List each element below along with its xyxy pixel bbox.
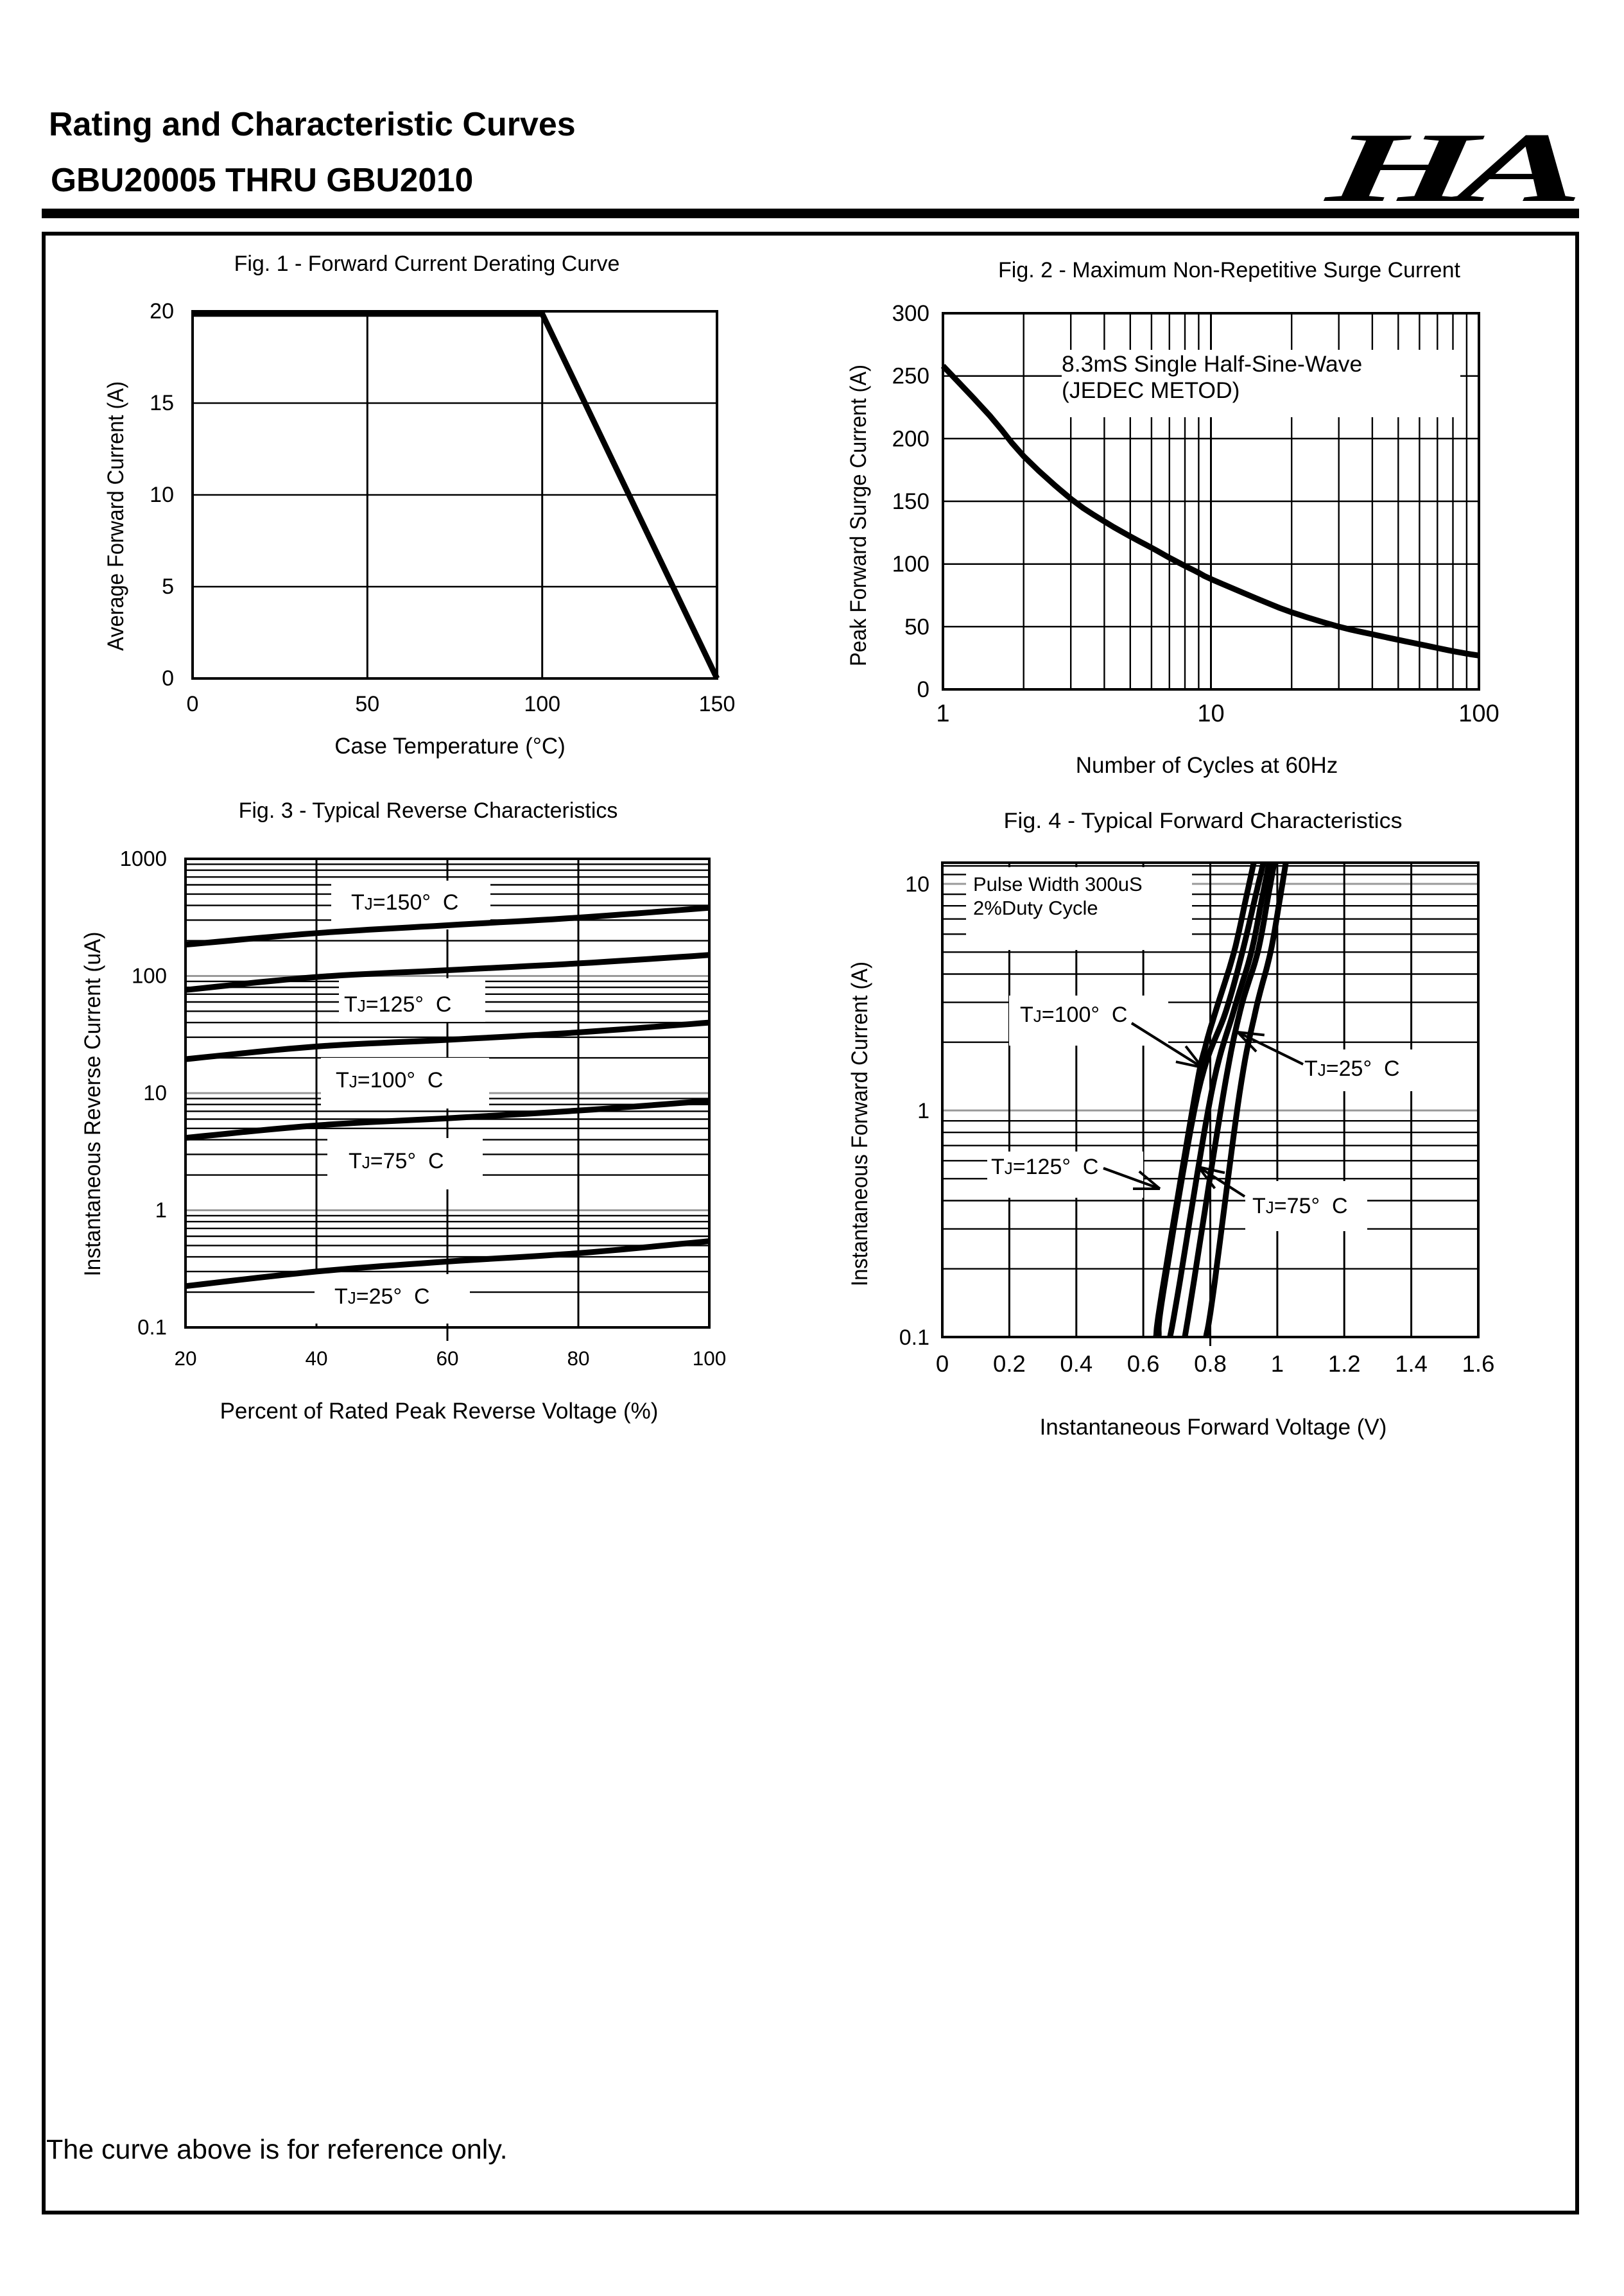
svg-text:Number of Cycles at 60Hz: Number of Cycles at 60Hz [1076, 753, 1338, 778]
svg-text:250: 250 [892, 364, 929, 389]
svg-text:100: 100 [693, 1347, 727, 1370]
svg-text:0.8: 0.8 [1194, 1351, 1227, 1377]
svg-text:80: 80 [567, 1347, 589, 1370]
svg-text:200: 200 [892, 426, 929, 451]
svg-text:0: 0 [936, 1351, 949, 1377]
svg-text:GBU20005 THRU GBU2010: GBU20005 THRU GBU2010 [51, 161, 473, 198]
svg-text:TJ=25° C: TJ=25° C [1304, 1057, 1400, 1081]
svg-text:Fig. 4 - Typical Forward Chara: Fig. 4 - Typical Forward Characteristics [1004, 809, 1403, 833]
svg-text:TJ=125° C: TJ=125° C [344, 992, 451, 1017]
svg-text:Fig. 1 - Forward Current Derat: Fig. 1 - Forward Current Derating Curve [234, 252, 620, 276]
svg-text:60: 60 [436, 1347, 458, 1370]
svg-text:HA: HA [1320, 112, 1585, 223]
svg-text:20: 20 [150, 299, 174, 324]
svg-text:100: 100 [892, 552, 929, 577]
svg-text:TJ=100° C: TJ=100° C [336, 1068, 443, 1092]
svg-text:15: 15 [150, 391, 174, 415]
svg-text:50: 50 [904, 614, 929, 639]
svg-text:1: 1 [936, 700, 949, 727]
svg-text:TJ=75° C: TJ=75° C [349, 1149, 444, 1173]
svg-text:50: 50 [355, 692, 379, 716]
svg-text:100: 100 [1458, 700, 1499, 727]
svg-text:0.4: 0.4 [1060, 1351, 1093, 1377]
svg-text:1000: 1000 [120, 847, 167, 870]
svg-text:(JEDEC METOD): (JEDEC METOD) [1062, 377, 1240, 403]
svg-text:1.4: 1.4 [1395, 1351, 1428, 1377]
svg-text:300: 300 [892, 301, 929, 326]
svg-text:TJ=25° C: TJ=25° C [334, 1284, 430, 1309]
svg-text:0: 0 [917, 677, 929, 702]
svg-text:TJ=100° C: TJ=100° C [1020, 1003, 1127, 1027]
svg-text:20: 20 [174, 1347, 196, 1370]
svg-text:Peak Forward Surge Current (A): Peak Forward Surge Current (A) [846, 365, 871, 666]
svg-text:0.6: 0.6 [1127, 1351, 1160, 1377]
svg-text:Instantaneous Forward Current: Instantaneous Forward Current (A) [847, 962, 872, 1286]
svg-text:10: 10 [150, 483, 174, 507]
svg-text:100: 100 [524, 692, 560, 716]
svg-text:8.3mS Single Half-Sine-Wave: 8.3mS Single Half-Sine-Wave [1062, 351, 1362, 377]
svg-text:1: 1 [917, 1099, 929, 1123]
svg-text:Instantaneous Reverse Current: Instantaneous Reverse Current (uA) [80, 932, 105, 1277]
svg-text:Percent of Rated Peak Reverse: Percent of Rated Peak Reverse Voltage (%… [220, 1399, 659, 1424]
svg-text:TJ=125° C: TJ=125° C [991, 1155, 1098, 1179]
svg-text:Fig. 2 - Maximum Non-Repetitiv: Fig. 2 - Maximum Non-Repetitive Surge Cu… [998, 258, 1460, 282]
svg-text:Rating and Characteristic Curv: Rating and Characteristic Curves [49, 106, 576, 143]
svg-text:Fig. 3 - Typical Reverse Chara: Fig. 3 - Typical Reverse Characteristics [239, 798, 618, 823]
svg-text:0: 0 [187, 692, 199, 716]
svg-text:0.2: 0.2 [993, 1351, 1026, 1377]
svg-text:Pulse Width 300uS: Pulse Width 300uS [973, 873, 1143, 895]
svg-text:Average Forward Current (A): Average Forward Current (A) [103, 381, 128, 651]
svg-text:2%Duty Cycle: 2%Duty Cycle [973, 897, 1098, 919]
svg-text:0.1: 0.1 [899, 1325, 929, 1350]
svg-text:100: 100 [132, 964, 167, 988]
svg-text:1.2: 1.2 [1328, 1351, 1361, 1377]
svg-text:150: 150 [892, 489, 929, 514]
svg-text:1: 1 [155, 1198, 167, 1222]
svg-text:150: 150 [699, 692, 736, 716]
svg-text:Case Temperature (°C): Case Temperature (°C) [334, 734, 566, 759]
svg-text:0.1: 0.1 [137, 1315, 167, 1339]
svg-text:10: 10 [905, 872, 929, 897]
svg-text:10: 10 [1197, 700, 1224, 727]
svg-text:5: 5 [162, 574, 174, 599]
svg-text:Instantaneous Forward Voltage: Instantaneous Forward Voltage (V) [1040, 1415, 1387, 1440]
svg-text:1: 1 [1271, 1351, 1284, 1377]
svg-text:0: 0 [162, 666, 174, 691]
svg-text:10: 10 [143, 1081, 167, 1105]
svg-text:TJ=75° C: TJ=75° C [1252, 1194, 1348, 1218]
svg-text:The curve above is for referen: The curve above is for reference only. [46, 2134, 508, 2165]
svg-text:40: 40 [305, 1347, 327, 1370]
svg-text:TJ=150° C: TJ=150° C [351, 890, 458, 915]
svg-text:1.6: 1.6 [1462, 1351, 1495, 1377]
